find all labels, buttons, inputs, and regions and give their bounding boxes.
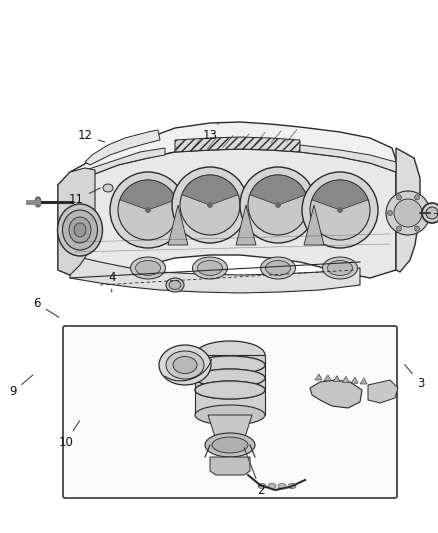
Circle shape — [414, 226, 420, 231]
Ellipse shape — [35, 197, 41, 207]
Ellipse shape — [69, 217, 91, 243]
Ellipse shape — [169, 280, 181, 289]
Polygon shape — [236, 205, 256, 245]
Circle shape — [110, 172, 186, 248]
Text: 6: 6 — [33, 297, 59, 317]
Circle shape — [207, 202, 213, 208]
Circle shape — [302, 172, 378, 248]
Circle shape — [396, 226, 402, 231]
Polygon shape — [58, 172, 70, 275]
Circle shape — [172, 167, 248, 243]
Ellipse shape — [258, 483, 266, 489]
Polygon shape — [168, 205, 188, 245]
Polygon shape — [70, 148, 165, 175]
Ellipse shape — [166, 278, 184, 292]
Circle shape — [422, 203, 438, 223]
Polygon shape — [315, 374, 322, 380]
Text: 10: 10 — [58, 421, 80, 449]
Ellipse shape — [195, 341, 265, 369]
Polygon shape — [310, 380, 362, 408]
Ellipse shape — [205, 433, 255, 457]
Ellipse shape — [197, 383, 263, 397]
Circle shape — [118, 180, 178, 240]
Circle shape — [394, 199, 422, 227]
Circle shape — [240, 167, 316, 243]
Polygon shape — [210, 457, 250, 475]
Circle shape — [388, 211, 392, 215]
Ellipse shape — [159, 345, 211, 385]
Ellipse shape — [195, 381, 265, 399]
Polygon shape — [175, 137, 300, 152]
Ellipse shape — [328, 261, 353, 276]
Polygon shape — [195, 355, 265, 415]
Polygon shape — [342, 376, 349, 382]
Ellipse shape — [212, 437, 248, 453]
Text: 4: 4 — [108, 271, 116, 292]
Ellipse shape — [135, 261, 160, 276]
Polygon shape — [70, 255, 360, 293]
Ellipse shape — [198, 261, 223, 276]
Circle shape — [426, 207, 438, 219]
Ellipse shape — [192, 257, 227, 279]
Polygon shape — [333, 376, 340, 382]
Text: 3: 3 — [405, 365, 424, 390]
Ellipse shape — [278, 483, 286, 489]
Polygon shape — [351, 377, 358, 383]
Polygon shape — [70, 122, 396, 175]
Wedge shape — [250, 175, 306, 205]
Polygon shape — [70, 149, 396, 278]
Ellipse shape — [195, 369, 265, 387]
Polygon shape — [85, 130, 160, 165]
Wedge shape — [182, 175, 238, 205]
Ellipse shape — [74, 223, 86, 237]
Circle shape — [414, 195, 420, 200]
Circle shape — [248, 175, 308, 235]
Polygon shape — [368, 380, 398, 403]
Polygon shape — [300, 145, 396, 172]
FancyBboxPatch shape — [63, 326, 397, 498]
Polygon shape — [304, 205, 324, 245]
Ellipse shape — [268, 483, 276, 489]
Ellipse shape — [173, 357, 197, 374]
Ellipse shape — [197, 371, 263, 385]
Wedge shape — [120, 180, 176, 210]
Ellipse shape — [63, 210, 98, 250]
Ellipse shape — [195, 405, 265, 425]
Ellipse shape — [57, 204, 102, 256]
Text: 11: 11 — [69, 188, 100, 206]
Text: 13: 13 — [203, 123, 219, 142]
Ellipse shape — [197, 358, 263, 372]
Circle shape — [275, 202, 281, 208]
Circle shape — [337, 207, 343, 213]
Circle shape — [310, 180, 370, 240]
Circle shape — [396, 195, 402, 200]
Ellipse shape — [131, 257, 166, 279]
Ellipse shape — [288, 483, 296, 489]
Text: 9: 9 — [9, 375, 33, 398]
Ellipse shape — [195, 356, 265, 374]
Circle shape — [386, 191, 430, 235]
Polygon shape — [324, 375, 331, 381]
Text: 12: 12 — [78, 130, 105, 142]
Polygon shape — [396, 148, 420, 272]
Text: 2: 2 — [244, 448, 265, 497]
Polygon shape — [208, 415, 252, 437]
Ellipse shape — [166, 351, 204, 379]
Ellipse shape — [261, 257, 296, 279]
Circle shape — [180, 175, 240, 235]
Ellipse shape — [103, 184, 113, 192]
Polygon shape — [360, 378, 367, 384]
Ellipse shape — [322, 257, 357, 279]
Circle shape — [424, 211, 428, 215]
Ellipse shape — [265, 261, 290, 276]
Wedge shape — [312, 180, 368, 210]
Circle shape — [145, 207, 151, 213]
Polygon shape — [58, 168, 95, 275]
